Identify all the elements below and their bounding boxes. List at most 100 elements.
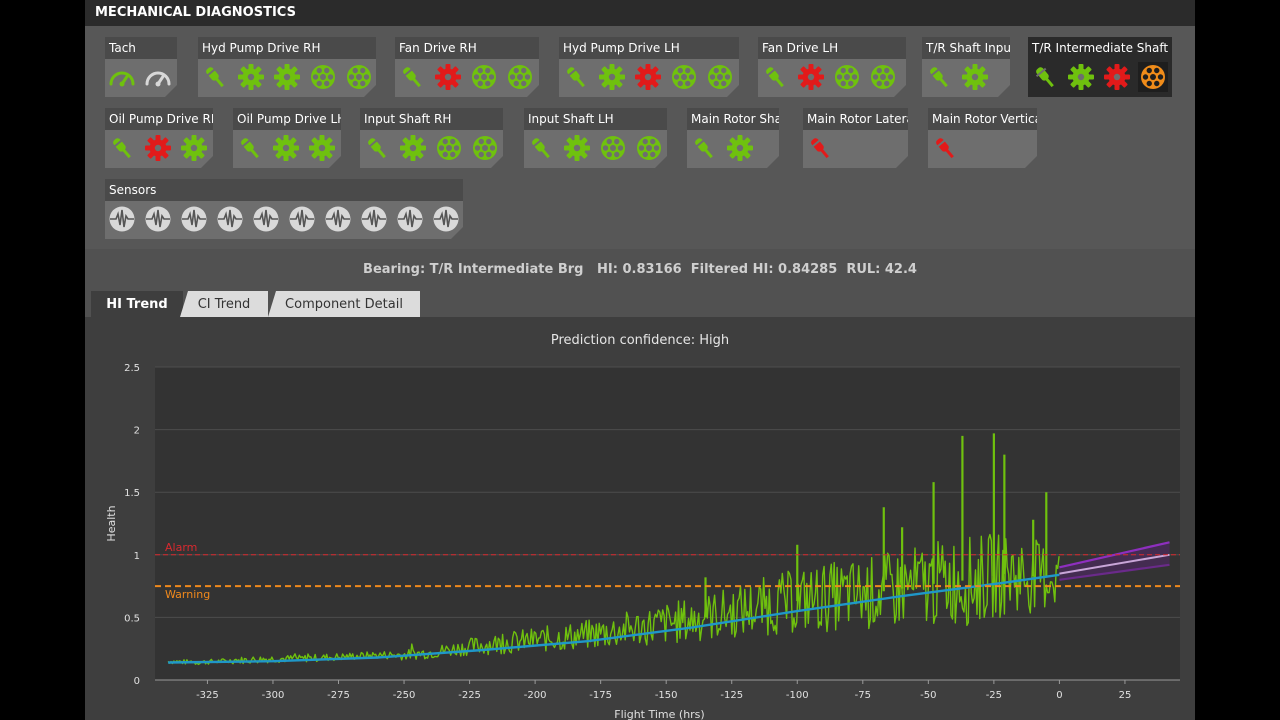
component-card-main-rotor-shaft[interactable]: Main Rotor Shaft [687, 108, 779, 168]
tab-hi-trend[interactable]: HI Trend [91, 291, 183, 317]
prediction-center [1059, 553, 1170, 575]
sensor-icon[interactable] [760, 62, 790, 92]
component-card-oil-pump-drive-lh[interactable]: Oil Pump Drive LH [233, 108, 341, 168]
bearing-icon[interactable] [669, 62, 699, 92]
sensor-icon[interactable] [561, 62, 591, 92]
sensor-icon[interactable] [930, 133, 960, 163]
component-card-sensors[interactable]: Sensors [105, 179, 463, 239]
y-tick-label: 2 [134, 426, 140, 437]
tach-icon[interactable] [107, 62, 137, 92]
pulse-icon[interactable] [395, 204, 425, 234]
bearing-icon[interactable] [469, 62, 499, 92]
sensor-icon[interactable] [689, 133, 719, 163]
bearing-icon[interactable] [308, 62, 338, 92]
gear-icon[interactable] [960, 62, 990, 92]
component-card-main-rotor-lateral[interactable]: Main Rotor Lateral [803, 108, 908, 168]
pulse-icon[interactable] [359, 204, 389, 234]
gear-icon[interactable] [433, 62, 463, 92]
gear-icon[interactable] [271, 133, 301, 163]
tab-component-detail-label: Component Detail [285, 297, 403, 312]
bearing-icon[interactable] [634, 133, 664, 163]
component-card-fan-drive-rh[interactable]: Fan Drive RH [395, 37, 539, 97]
gear-icon[interactable] [272, 62, 302, 92]
component-card-label: Hyd Pump Drive LH [559, 37, 739, 59]
bearing-icon[interactable] [505, 62, 535, 92]
component-card-label: Main Rotor Shaft [687, 108, 779, 130]
component-card-fan-drive-lh[interactable]: Fan Drive LH [758, 37, 906, 97]
component-card-oil-pump-drive-rh[interactable]: Oil Pump Drive RH [105, 108, 213, 168]
x-tick-label: -275 [327, 690, 350, 701]
component-card-hyd-pump-drive-lh[interactable]: Hyd Pump Drive LH [559, 37, 739, 97]
component-card-label: T/R Shaft Input [922, 37, 1010, 59]
page-title: MECHANICAL DIAGNOSTICS [85, 0, 1195, 26]
pulse-icon[interactable] [179, 204, 209, 234]
bearing-icon[interactable] [470, 133, 500, 163]
y-tick-label: 0.5 [124, 613, 140, 624]
sensor-icon[interactable] [235, 133, 265, 163]
sensor-icon[interactable] [1030, 62, 1060, 92]
component-card-label: Main Rotor Lateral [803, 108, 908, 130]
pulse-icon[interactable] [251, 204, 281, 234]
y-tick-label: 1 [134, 551, 140, 562]
component-card-label: Oil Pump Drive LH [233, 108, 341, 130]
component-icon-row [362, 133, 500, 163]
sensor-icon[interactable] [200, 62, 230, 92]
gear-icon[interactable] [1066, 62, 1096, 92]
gear-icon[interactable] [725, 133, 755, 163]
pulse-icon[interactable] [431, 204, 461, 234]
tab-component-detail[interactable]: Component Detail [268, 291, 420, 317]
gear-icon[interactable] [143, 133, 173, 163]
sensor-icon[interactable] [924, 62, 954, 92]
x-tick-label: 25 [1119, 690, 1132, 701]
gear-icon[interactable] [179, 133, 209, 163]
component-icon-row [689, 133, 755, 163]
gear-icon[interactable] [398, 133, 428, 163]
bearing-icon[interactable] [434, 133, 464, 163]
component-card-label: Fan Drive LH [758, 37, 906, 59]
component-card-tach[interactable]: Tach [105, 37, 177, 97]
bearing-info-bar: Bearing: T/R Intermediate Brg HI: 0.8316… [85, 249, 1195, 289]
prediction-band [1059, 542, 1170, 580]
gear-icon[interactable] [597, 62, 627, 92]
gear-icon[interactable] [633, 62, 663, 92]
component-icon-row [805, 133, 835, 163]
sensor-icon[interactable] [805, 133, 835, 163]
component-card-main-rotor-vertical[interactable]: Main Rotor Vertical [928, 108, 1037, 168]
x-tick-label: -75 [855, 690, 871, 701]
x-tick-label: -100 [786, 690, 809, 701]
bearing-icon[interactable] [598, 133, 628, 163]
component-card-label: Input Shaft RH [360, 108, 503, 130]
sensor-icon[interactable] [362, 133, 392, 163]
gear-icon[interactable] [307, 133, 337, 163]
pulse-icon[interactable] [323, 204, 353, 234]
pulse-icon[interactable] [215, 204, 245, 234]
pulse-icon[interactable] [287, 204, 317, 234]
sensor-icon[interactable] [526, 133, 556, 163]
y-tick-label: 2.5 [124, 363, 140, 374]
component-card-t-r-shaft-input[interactable]: T/R Shaft Input [922, 37, 1010, 97]
pulse-icon[interactable] [143, 204, 173, 234]
bearing-icon[interactable] [1138, 62, 1168, 92]
tach-icon[interactable] [143, 62, 173, 92]
bearing-icon[interactable] [832, 62, 862, 92]
x-tick-label: -125 [720, 690, 743, 701]
bearing-icon[interactable] [344, 62, 374, 92]
bearing-icon[interactable] [705, 62, 735, 92]
component-icon-row [397, 62, 535, 92]
component-card-t-r-intermediate-shaft[interactable]: T/R Intermediate Shaft [1028, 37, 1172, 97]
gear-icon[interactable] [796, 62, 826, 92]
component-icon-row [107, 133, 209, 163]
pulse-icon[interactable] [107, 204, 137, 234]
sensor-icon[interactable] [107, 133, 137, 163]
component-card-input-shaft-rh[interactable]: Input Shaft RH [360, 108, 503, 168]
sensor-icon[interactable] [397, 62, 427, 92]
component-card-hyd-pump-drive-rh[interactable]: Hyd Pump Drive RH [198, 37, 376, 97]
gear-icon[interactable] [1102, 62, 1132, 92]
bearing-icon[interactable] [868, 62, 898, 92]
gear-icon[interactable] [562, 133, 592, 163]
component-card-label: Oil Pump Drive RH [105, 108, 213, 130]
component-card-input-shaft-lh[interactable]: Input Shaft LH [524, 108, 667, 168]
y-axis-label: Health [105, 505, 118, 541]
tab-ci-trend[interactable]: CI Trend [180, 291, 268, 317]
gear-icon[interactable] [236, 62, 266, 92]
